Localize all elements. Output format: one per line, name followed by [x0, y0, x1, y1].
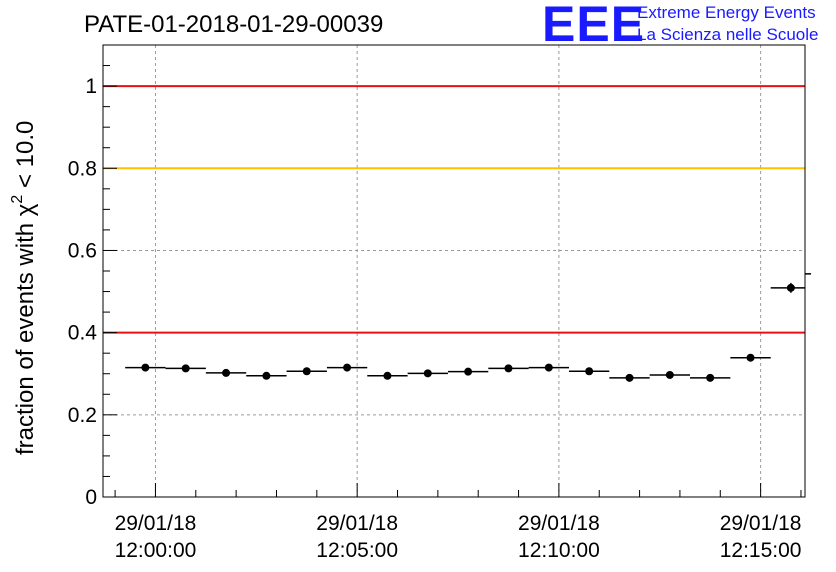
x-tick-date: 29/01/18	[518, 512, 600, 535]
data-point	[222, 368, 231, 377]
logo-line1: Extreme Energy Events	[637, 3, 816, 22]
y-tick-label: 1	[85, 75, 97, 98]
x-tick-time: 12:00:00	[115, 539, 197, 562]
data-point	[706, 373, 715, 382]
data-point	[181, 364, 190, 373]
data-point	[343, 363, 352, 372]
data-point	[423, 369, 432, 378]
x-tick-date: 29/01/18	[316, 512, 398, 535]
y-label-suffix: < 10.0	[12, 121, 39, 195]
y-tick-label: 0.4	[68, 322, 98, 345]
x-tick-time: 12:15:00	[720, 539, 802, 562]
data-point	[262, 371, 271, 380]
data-point	[383, 371, 392, 380]
y-tick-label: 0.2	[68, 404, 97, 427]
data-point	[141, 363, 150, 372]
data-point	[302, 367, 311, 376]
data-point	[504, 364, 513, 373]
data-point	[544, 363, 553, 372]
data-points	[125, 273, 812, 382]
data-point	[665, 370, 674, 379]
x-tick-date: 29/01/18	[115, 512, 197, 535]
y-tick-label: 0.8	[68, 157, 97, 180]
x-tick-time: 12:10:00	[518, 539, 600, 562]
data-point	[464, 367, 473, 376]
data-point	[786, 283, 795, 292]
reference-lines	[103, 85, 805, 334]
y-axis-label: fraction of events with χ2 < 10.0	[9, 121, 39, 455]
eee-logo: EEE Extreme Energy Events La Scienza nel…	[542, 0, 818, 52]
data-point	[625, 373, 634, 382]
plot-frame	[102, 44, 806, 498]
x-tick-date: 29/01/18	[720, 512, 802, 535]
y-label-chi: χ	[12, 203, 39, 216]
y-label-prefix: fraction of events with	[12, 216, 39, 455]
logo-mark: EEE	[542, 0, 645, 52]
y-tick-label: 0.6	[68, 239, 97, 262]
x-tick-time: 12:05:00	[316, 539, 398, 562]
axis-ticks: 29/01/18 12:00:00 29/01/18 12:05:00 29/01/18…	[68, 65, 802, 562]
y-axis-label-group: fraction of events with χ2 < 10.0	[9, 121, 39, 455]
chart-title: PATE-01-2018-01-29-00039	[84, 11, 383, 38]
y-tick-label: 0	[85, 486, 97, 509]
data-point	[746, 353, 755, 362]
logo-line2: La Scienza nelle Scuole	[637, 25, 818, 44]
data-point	[585, 367, 594, 376]
y-label-superscript: 2	[9, 195, 26, 204]
grid-lines	[103, 45, 805, 497]
